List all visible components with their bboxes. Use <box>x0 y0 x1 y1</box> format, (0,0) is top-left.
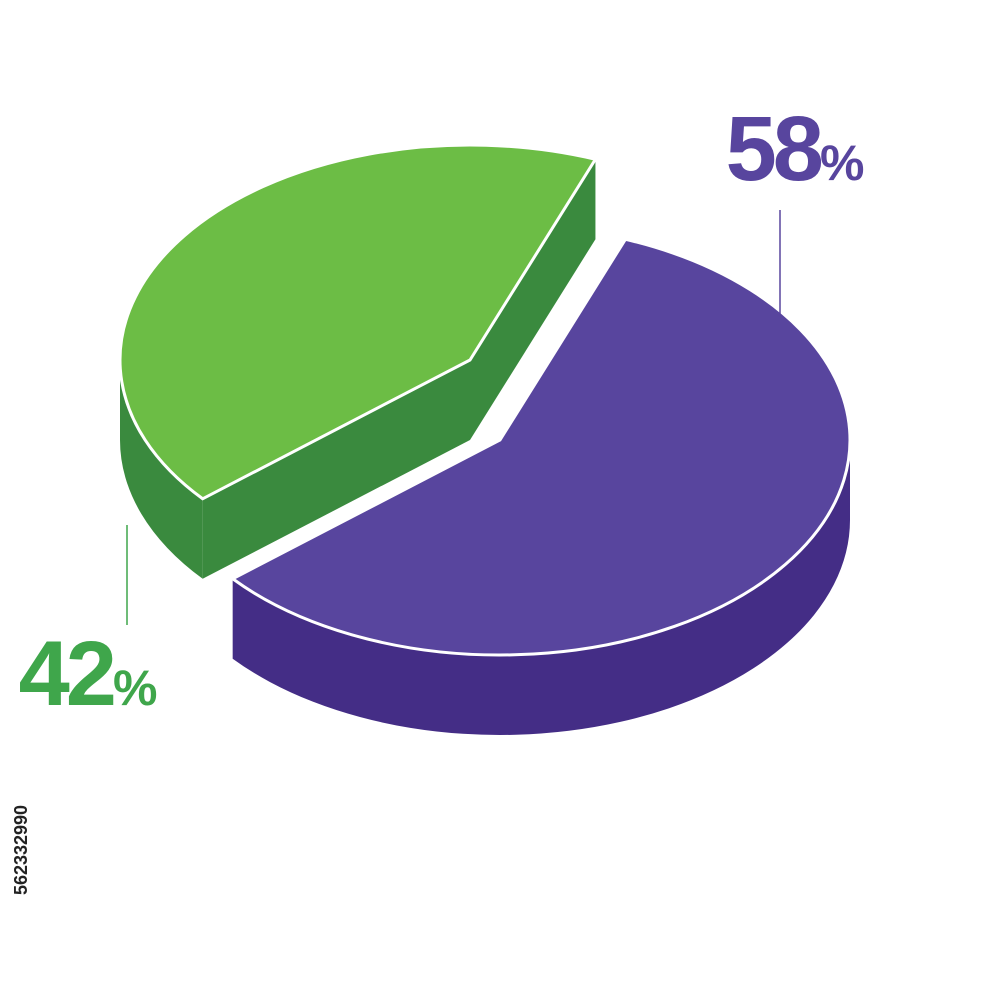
slice-side <box>232 440 850 735</box>
slice-top <box>118 143 598 501</box>
value-label: 58% <box>726 98 865 200</box>
slice-side <box>119 360 203 579</box>
slice-cut-face <box>470 159 596 440</box>
slice-top <box>229 237 852 657</box>
pie-slice <box>229 237 852 735</box>
pie <box>118 143 852 735</box>
stock-id: 562332990 <box>11 805 31 895</box>
pie-slice <box>118 143 598 579</box>
value-label: 42% <box>19 623 158 725</box>
slice-cut-face <box>202 360 470 579</box>
